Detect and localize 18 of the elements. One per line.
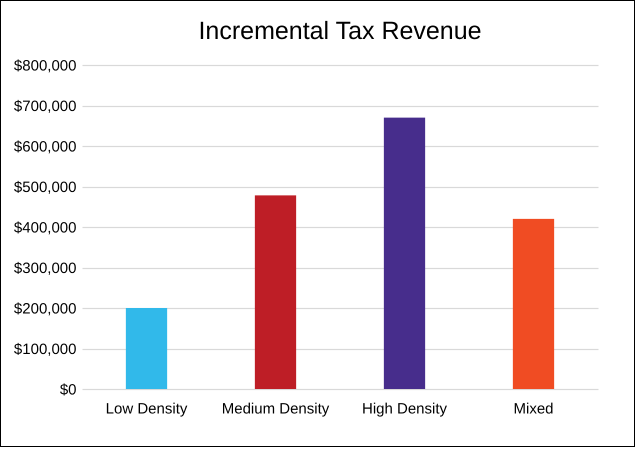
x-tick-label: Mixed <box>513 400 554 418</box>
y-tick-label: $300,000 <box>14 260 76 277</box>
y-tick-label: $500,000 <box>14 179 76 196</box>
y-tick-label: $800,000 <box>14 58 76 74</box>
y-tick-label: $400,000 <box>14 220 76 236</box>
y-tick-label: $600,000 <box>14 138 76 156</box>
y-tick-label: $100,000 <box>14 341 76 358</box>
bar <box>384 118 426 389</box>
y-tick-label: $700,000 <box>14 98 76 115</box>
chart-title: Incremental Tax Revenue <box>198 17 482 45</box>
bar <box>254 195 296 389</box>
bar <box>126 308 168 389</box>
x-tick-label: Low Density <box>106 400 188 418</box>
x-tick-label: Medium Density <box>222 400 330 418</box>
bar <box>512 218 554 389</box>
y-tick-label: $200,000 <box>14 300 76 318</box>
x-tick-label: High Density <box>362 400 448 418</box>
y-tick-label: $0 <box>60 382 76 398</box>
